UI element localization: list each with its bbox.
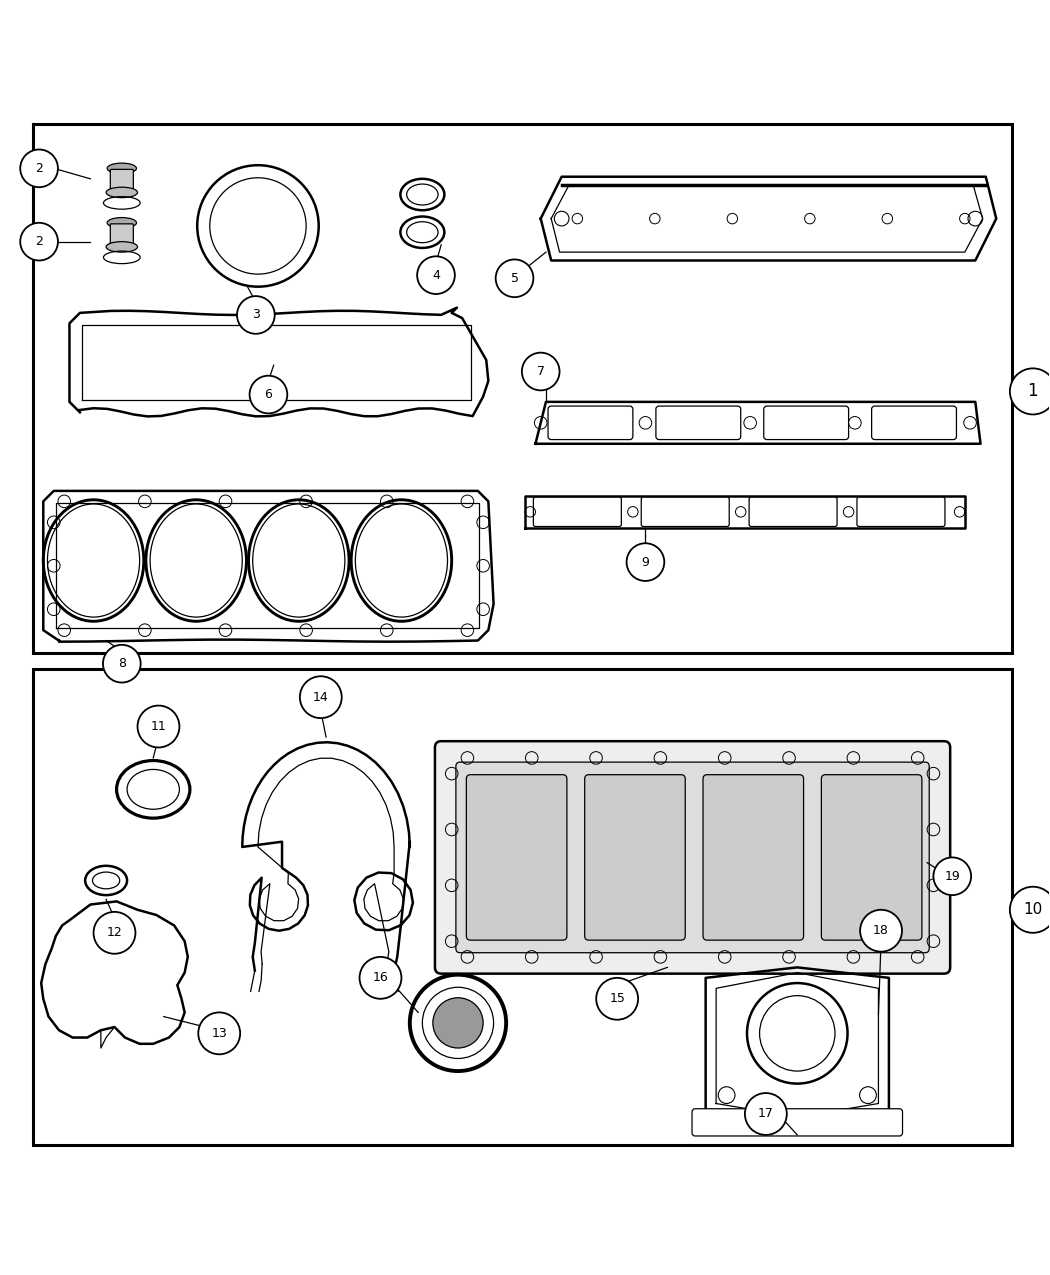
Text: 13: 13: [211, 1026, 227, 1040]
FancyBboxPatch shape: [466, 775, 567, 940]
Circle shape: [860, 910, 902, 951]
FancyBboxPatch shape: [548, 405, 633, 440]
Circle shape: [250, 376, 288, 413]
FancyBboxPatch shape: [33, 669, 1012, 1145]
Text: 7: 7: [537, 365, 545, 377]
Ellipse shape: [107, 163, 136, 173]
Circle shape: [198, 1012, 240, 1054]
FancyBboxPatch shape: [704, 775, 803, 940]
Circle shape: [103, 645, 141, 682]
Circle shape: [359, 958, 401, 998]
Ellipse shape: [107, 218, 136, 228]
Text: 6: 6: [265, 388, 272, 402]
FancyBboxPatch shape: [110, 224, 133, 245]
Text: 16: 16: [373, 972, 388, 984]
FancyBboxPatch shape: [33, 125, 1012, 653]
Text: 2: 2: [35, 162, 43, 175]
Circle shape: [933, 857, 971, 895]
FancyBboxPatch shape: [456, 762, 929, 952]
Circle shape: [596, 978, 638, 1020]
Ellipse shape: [106, 242, 138, 252]
Text: 19: 19: [944, 870, 960, 882]
Circle shape: [496, 259, 533, 297]
Circle shape: [417, 256, 455, 295]
Text: 15: 15: [609, 992, 625, 1005]
Circle shape: [744, 1093, 786, 1135]
Circle shape: [20, 223, 58, 260]
Circle shape: [522, 353, 560, 390]
FancyBboxPatch shape: [533, 497, 622, 527]
Text: 17: 17: [758, 1108, 774, 1121]
FancyBboxPatch shape: [749, 497, 837, 527]
FancyBboxPatch shape: [821, 775, 922, 940]
FancyBboxPatch shape: [585, 775, 686, 940]
Circle shape: [627, 543, 665, 581]
FancyBboxPatch shape: [872, 405, 957, 440]
FancyBboxPatch shape: [857, 497, 945, 527]
Circle shape: [20, 149, 58, 187]
Circle shape: [237, 296, 275, 334]
Text: 3: 3: [252, 309, 259, 321]
FancyBboxPatch shape: [763, 405, 848, 440]
Text: 4: 4: [432, 269, 440, 282]
FancyBboxPatch shape: [435, 741, 950, 974]
Text: 10: 10: [1024, 903, 1043, 917]
Circle shape: [433, 998, 483, 1048]
Circle shape: [300, 676, 341, 718]
FancyBboxPatch shape: [656, 405, 740, 440]
Text: 1: 1: [1028, 382, 1038, 400]
Text: 12: 12: [107, 927, 123, 940]
Ellipse shape: [106, 187, 138, 198]
Circle shape: [138, 705, 180, 747]
Text: 18: 18: [874, 924, 889, 937]
FancyBboxPatch shape: [692, 1109, 903, 1136]
Circle shape: [93, 912, 135, 954]
Text: 11: 11: [150, 720, 166, 733]
Text: 14: 14: [313, 691, 329, 704]
FancyBboxPatch shape: [110, 170, 133, 190]
Text: 9: 9: [642, 556, 649, 569]
FancyBboxPatch shape: [642, 497, 729, 527]
Text: 2: 2: [35, 235, 43, 249]
Circle shape: [1010, 368, 1050, 414]
Circle shape: [1010, 886, 1050, 933]
Text: 8: 8: [118, 657, 126, 671]
Text: 5: 5: [510, 272, 519, 284]
